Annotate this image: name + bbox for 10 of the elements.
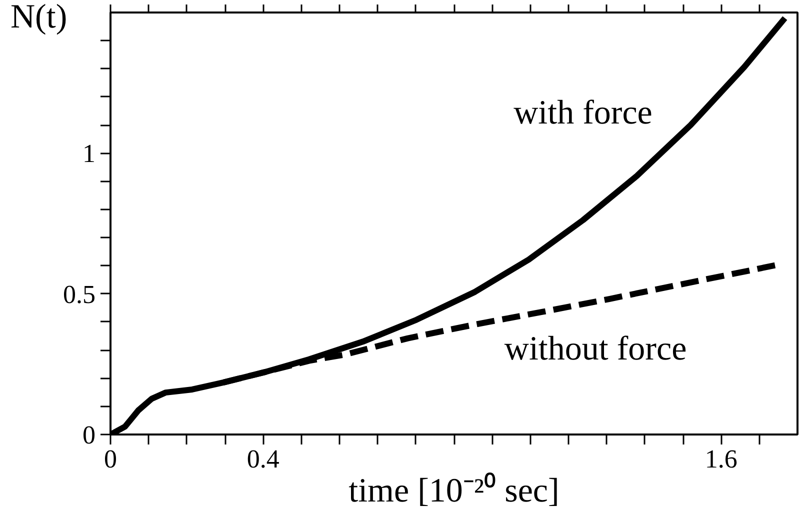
y-tick-label: 1 <box>82 139 96 168</box>
series-label: with force <box>514 94 652 132</box>
y-tick-label: 0 <box>82 420 96 450</box>
x-tick-label: 1.6 <box>704 444 738 474</box>
y-tick-label: 0.5 <box>63 280 96 309</box>
x-tick-label: 0 <box>104 444 117 474</box>
x-tick-label: 0.4 <box>246 444 280 474</box>
y-axis-title: N(t) <box>10 0 68 36</box>
x-axis-title: time [10⁻²⁰ sec] <box>348 472 560 510</box>
series-label: without force <box>504 330 687 368</box>
